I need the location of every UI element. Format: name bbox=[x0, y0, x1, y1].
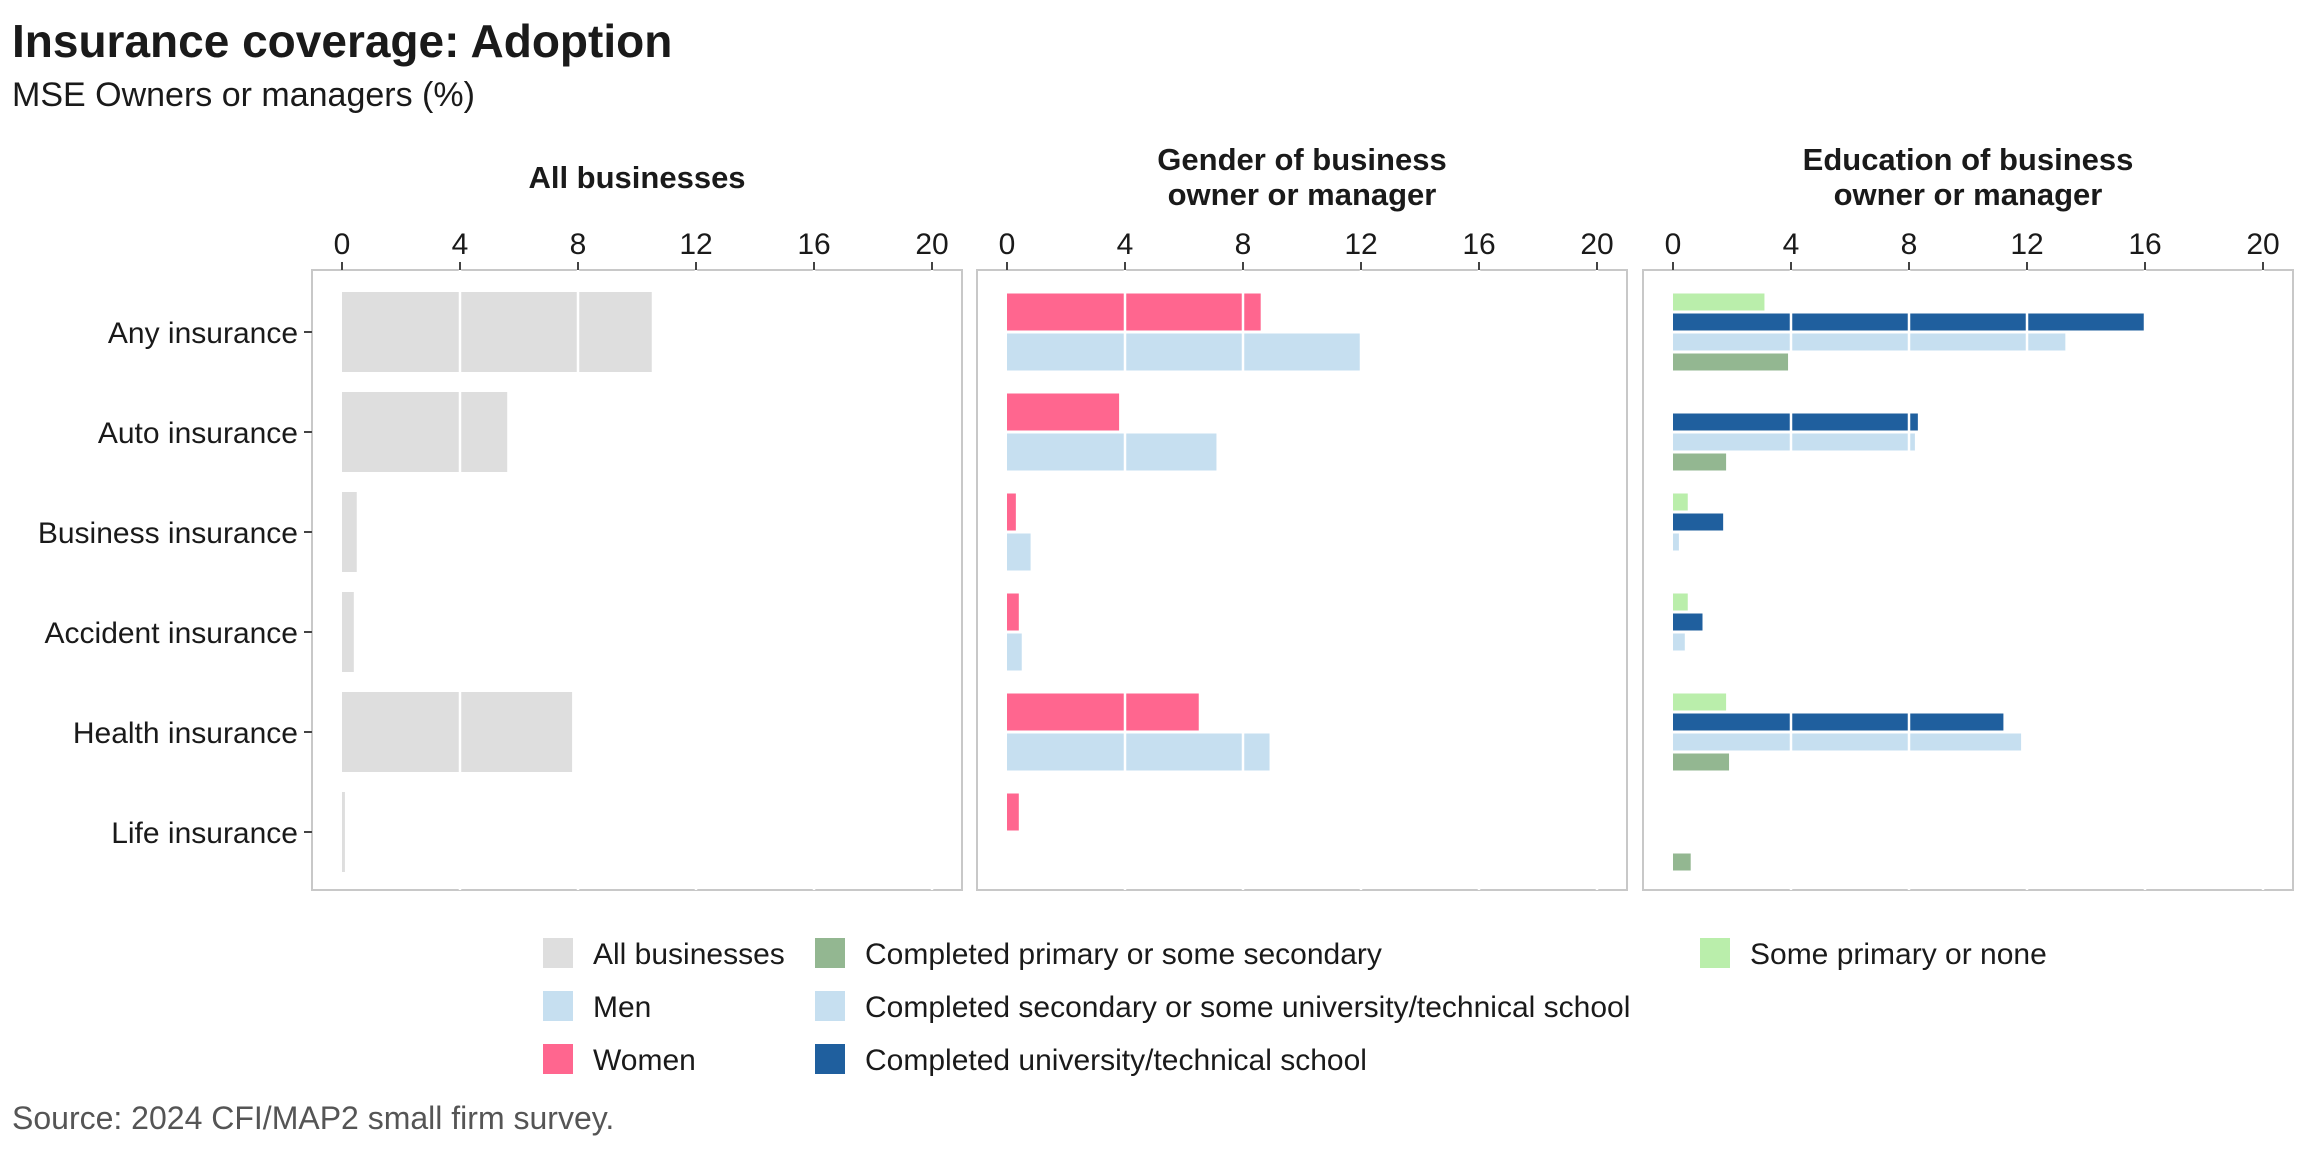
facet-title: owner or manager bbox=[1168, 177, 1437, 212]
bar bbox=[1673, 333, 2066, 351]
bar bbox=[342, 492, 357, 572]
bar bbox=[342, 592, 354, 672]
bar bbox=[1007, 633, 1022, 671]
bar bbox=[342, 292, 652, 372]
facet-title: All businesses bbox=[528, 160, 745, 195]
x-tick-label: 4 bbox=[1117, 228, 1134, 261]
legend-label: Completed university/technical school bbox=[865, 1044, 1367, 1077]
category-label: Any insurance bbox=[108, 317, 298, 350]
bar bbox=[1007, 333, 1361, 371]
source-note: Source: 2024 CFI/MAP2 small firm survey. bbox=[12, 1100, 615, 1136]
bar bbox=[1007, 533, 1031, 571]
legend-swatch bbox=[1700, 938, 1730, 968]
x-tick-label: 12 bbox=[679, 228, 712, 261]
bar bbox=[1673, 693, 1727, 711]
x-tick-label: 16 bbox=[2128, 228, 2161, 261]
category-label: Accident insurance bbox=[45, 617, 298, 650]
x-tick-label: 20 bbox=[2246, 228, 2279, 261]
bar bbox=[1673, 413, 1918, 431]
bar bbox=[1673, 853, 1691, 871]
x-tick-label: 0 bbox=[999, 228, 1016, 261]
x-tick-label: 4 bbox=[1783, 228, 1800, 261]
x-tick-label: 12 bbox=[1344, 228, 1377, 261]
x-tick-label: 12 bbox=[2010, 228, 2043, 261]
bar bbox=[1007, 593, 1019, 631]
panel-frame bbox=[1642, 269, 2294, 891]
x-tick-label: 20 bbox=[1580, 228, 1613, 261]
bar bbox=[1673, 493, 1688, 511]
bar bbox=[1673, 533, 1679, 551]
x-tick-label: 0 bbox=[1665, 228, 1682, 261]
x-tick-label: 0 bbox=[334, 228, 351, 261]
bar bbox=[1673, 433, 1915, 451]
bar bbox=[1673, 453, 1727, 471]
facet-title: Gender of business bbox=[1157, 142, 1446, 177]
legend-label: Some primary or none bbox=[1750, 938, 2047, 971]
bar bbox=[1673, 353, 1789, 371]
bar bbox=[1007, 433, 1217, 471]
bar bbox=[342, 792, 345, 872]
x-tick-label: 8 bbox=[1901, 228, 1918, 261]
bar bbox=[1673, 753, 1730, 771]
chart-title: Insurance coverage: Adoption bbox=[12, 15, 673, 67]
x-tick-label: 8 bbox=[570, 228, 587, 261]
category-label: Life insurance bbox=[111, 817, 298, 850]
category-label: Auto insurance bbox=[98, 417, 298, 450]
bar bbox=[1673, 613, 1703, 631]
x-tick-label: 4 bbox=[452, 228, 469, 261]
category-label: Business insurance bbox=[38, 517, 298, 550]
legend-swatch bbox=[543, 938, 573, 968]
legend-swatch bbox=[815, 1044, 845, 1074]
legend-label: Women bbox=[593, 1044, 696, 1077]
facet-title: Education of business bbox=[1803, 142, 2134, 177]
x-tick-label: 20 bbox=[915, 228, 948, 261]
bar bbox=[1673, 713, 2004, 731]
category-label: Health insurance bbox=[73, 717, 298, 750]
legend-swatch bbox=[543, 991, 573, 1021]
bar bbox=[1007, 393, 1120, 431]
legend-swatch bbox=[815, 938, 845, 968]
bar bbox=[1673, 513, 1724, 531]
x-tick-label: 16 bbox=[797, 228, 830, 261]
facet-title: owner or manager bbox=[1834, 177, 2103, 212]
bar bbox=[1673, 633, 1685, 651]
bar bbox=[1673, 293, 1765, 311]
legend-label: Completed primary or some secondary bbox=[865, 938, 1382, 971]
bar bbox=[1007, 693, 1199, 731]
panel-frame bbox=[976, 269, 1628, 891]
legend-label: All businesses bbox=[593, 938, 785, 971]
bar bbox=[1007, 493, 1016, 531]
x-tick-label: 16 bbox=[1462, 228, 1495, 261]
x-tick-label: 8 bbox=[1235, 228, 1252, 261]
bar bbox=[1673, 733, 2022, 751]
bar bbox=[1673, 593, 1688, 611]
legend-swatch bbox=[543, 1044, 573, 1074]
bar bbox=[1007, 733, 1270, 771]
legend-label: Men bbox=[593, 991, 651, 1024]
bar bbox=[342, 392, 508, 472]
legend-swatch bbox=[815, 991, 845, 1021]
legend-label: Completed secondary or some university/t… bbox=[865, 991, 1630, 1024]
panel-frame bbox=[311, 269, 963, 891]
chart-subtitle: MSE Owners or managers (%) bbox=[12, 76, 475, 114]
bar bbox=[1007, 293, 1261, 331]
bar bbox=[1007, 793, 1019, 831]
bar bbox=[342, 692, 573, 772]
